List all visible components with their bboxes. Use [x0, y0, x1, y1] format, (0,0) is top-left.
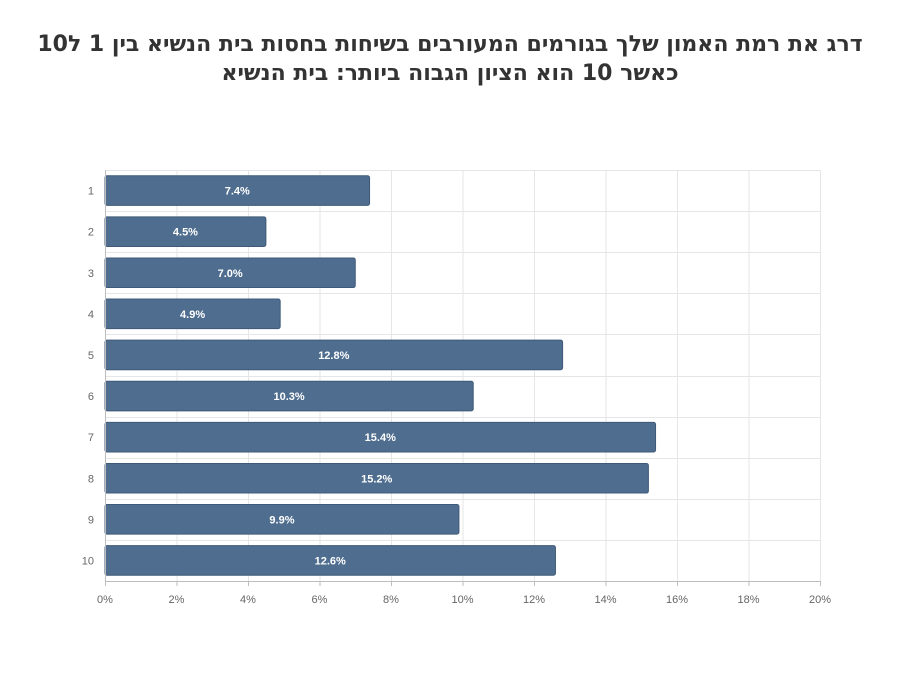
chart-title-line-1: דרג את רמת האמון שלך בגורמים המעורבים בש… — [37, 32, 863, 57]
x-tick-label-4: 8% — [383, 594, 399, 606]
grid-lines — [105, 170, 821, 582]
y-tick-label-1: 1 — [88, 186, 94, 198]
bar-value-label-2: 4.5% — [173, 227, 198, 239]
y-tick-label-3: 3 — [88, 268, 94, 280]
y-tick-label-10: 10 — [82, 555, 94, 567]
x-tick-label-10: 20% — [809, 594, 831, 606]
x-tick-label-9: 18% — [737, 594, 759, 606]
y-tick-label-4: 4 — [88, 309, 94, 321]
axes: 1 2 3 4 5 6 7 8 9 10 0% 2% 4% 6% 8% 10% 12% 14% 16% 18% 20% — [82, 170, 831, 606]
bar-value-label-7: 15.4% — [365, 432, 396, 444]
x-tick-label-2: 4% — [240, 594, 256, 606]
y-tick-label-5: 5 — [88, 350, 94, 362]
x-tick-label-7: 14% — [594, 594, 616, 606]
chart-title: דרג את רמת האמון שלך בגורמים המעורבים בש… — [20, 30, 880, 88]
bar-value-label-9: 9.9% — [269, 514, 294, 526]
bar-value-label-1: 7.4% — [225, 186, 250, 198]
y-tick-label-8: 8 — [88, 473, 94, 485]
y-tick-label-7: 7 — [88, 432, 94, 444]
bar-value-label-5: 12.8% — [318, 350, 349, 362]
y-tick-label-9: 9 — [88, 514, 94, 526]
x-tick-label-6: 12% — [523, 594, 545, 606]
y-tick-label-2: 2 — [88, 227, 94, 239]
x-tick-label-3: 6% — [312, 594, 328, 606]
bar-value-label-10: 12.6% — [315, 555, 346, 567]
bars: 7.4% 4.5% 7.0% 4.9% 12.8% 10.3% 15.4% 15.2% 9.9%… — [104, 175, 657, 576]
chart-title-line-2: כאשר 10 הוא הציון הגבוה ביותר: בית הנשיא — [221, 61, 679, 86]
bar-value-label-3: 7.0% — [218, 268, 243, 280]
y-tick-label-6: 6 — [88, 391, 94, 403]
bar-value-label-6: 10.3% — [274, 391, 305, 403]
x-tick-label-0: 0% — [97, 594, 113, 606]
x-tick-label-5: 10% — [451, 594, 473, 606]
x-tick-label-8: 16% — [666, 594, 688, 606]
bar-value-label-4: 4.9% — [180, 309, 205, 321]
x-tick-label-1: 2% — [169, 594, 185, 606]
bar-value-label-8: 15.2% — [361, 473, 392, 485]
